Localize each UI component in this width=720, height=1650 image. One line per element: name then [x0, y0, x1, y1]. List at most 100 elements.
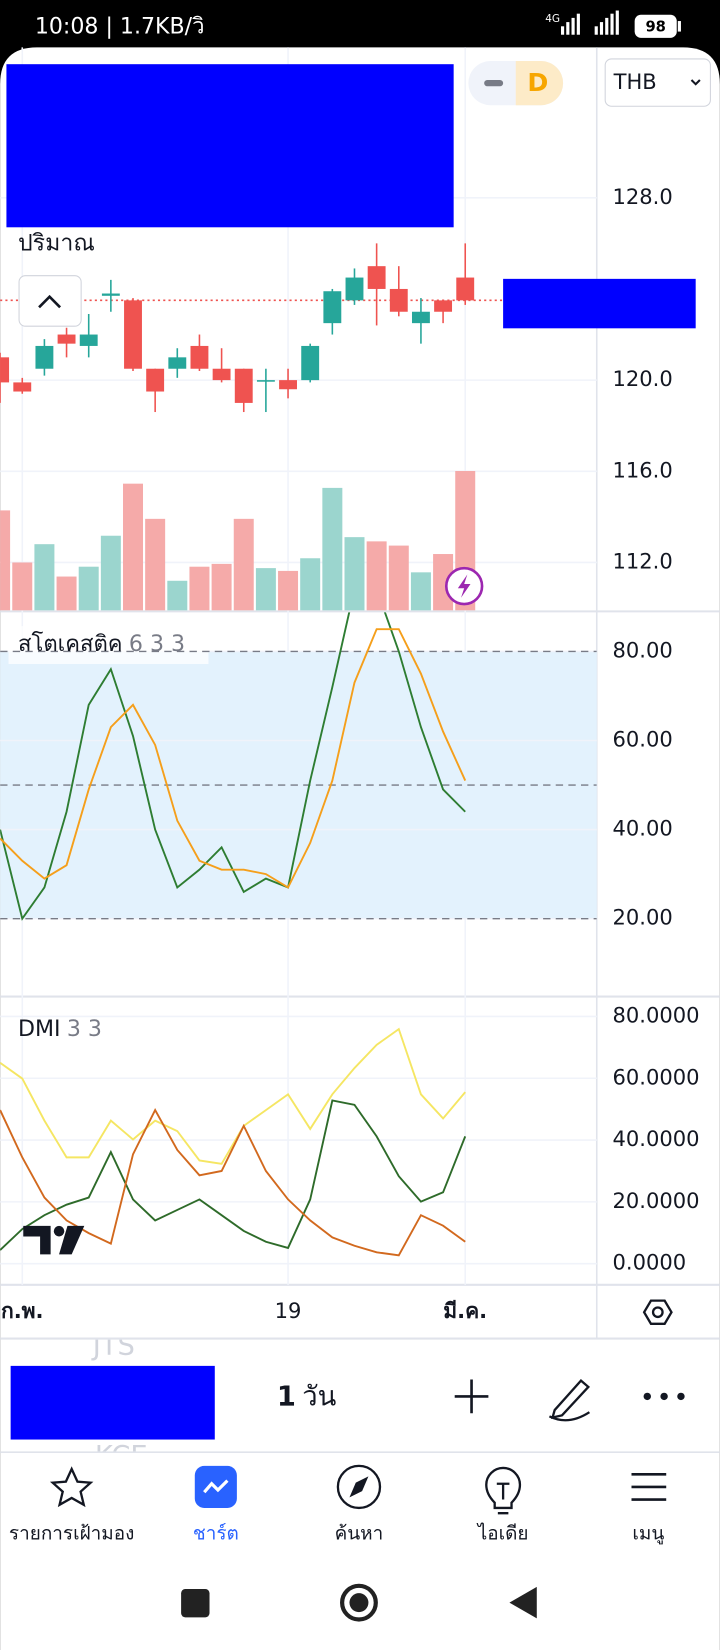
candle-body	[279, 380, 297, 390]
volume-bar	[56, 576, 77, 611]
add-icon[interactable]	[454, 1379, 489, 1414]
nav-label[interactable]: เมนู	[632, 1523, 664, 1545]
time-label: มี.ค.	[443, 1298, 487, 1323]
y-tick-label: 80.0000	[613, 1002, 700, 1027]
price-pane	[0, 243, 597, 611]
watchlist-icon[interactable]	[49, 1466, 94, 1508]
indicator-params: 6 3 3	[129, 631, 185, 657]
volume-bar	[255, 568, 276, 611]
y-tick-label: 0.0000	[613, 1250, 687, 1275]
volume-bar	[78, 566, 99, 611]
candle-body	[234, 368, 253, 403]
candle-body	[389, 288, 408, 312]
network-type: 4G	[545, 13, 560, 25]
candle-body	[345, 277, 364, 301]
nav-label[interactable]: ไอเดีย	[476, 1523, 529, 1545]
collapse-icon	[38, 294, 62, 309]
interval-unit: วัน	[302, 1381, 336, 1412]
volume-bar	[322, 487, 343, 611]
battery-level: 98	[645, 18, 665, 35]
volume-bar	[0, 510, 11, 611]
toggle-minus	[484, 79, 504, 87]
volume-bar	[189, 566, 210, 611]
status-time: 10:08 | 1.7KB/วิ	[35, 13, 205, 39]
nav-label[interactable]: ค้นหา	[335, 1523, 384, 1545]
search-icon[interactable]	[336, 1464, 382, 1510]
volume-bar	[366, 541, 387, 611]
volume-bar	[410, 572, 431, 611]
candle-body	[190, 345, 209, 369]
candle-body	[411, 311, 430, 324]
candle-body	[168, 357, 187, 369]
draw-icon[interactable]	[548, 1378, 591, 1422]
interval-button[interactable]: 1 วัน	[277, 1381, 337, 1412]
redaction	[10, 1365, 215, 1440]
menu-icon[interactable]	[631, 1472, 667, 1501]
y-tick-label: 112.0	[613, 548, 673, 573]
indicator-name: สโตเคสติค	[18, 631, 123, 657]
signal-icon	[560, 10, 619, 35]
y-tick-label: 80.00	[613, 637, 673, 662]
volume-bar	[344, 537, 365, 611]
more-icon[interactable]	[643, 1392, 685, 1401]
volume-label: ปริมาณ	[18, 231, 95, 257]
redaction	[503, 278, 696, 329]
ideas-icon[interactable]	[485, 1466, 522, 1515]
indicator-line	[0, 628, 467, 889]
indicator-params: 3 3	[67, 1016, 102, 1042]
y-tick-label: 116.0	[613, 457, 673, 482]
y-tick-label: 60.00	[613, 726, 673, 751]
y-tick-label: 40.0000	[613, 1126, 700, 1151]
candle-body	[57, 334, 76, 344]
battery	[634, 14, 677, 38]
volume-bar	[278, 570, 299, 611]
label-backdrop	[8, 626, 209, 664]
currency-chevron	[690, 79, 701, 86]
candle-body	[0, 357, 10, 383]
currency-select[interactable]	[604, 58, 711, 107]
candle-body	[79, 334, 98, 346]
volume-bar	[233, 518, 254, 611]
ghost-symbol: JTS	[91, 1330, 135, 1361]
y-tick-label: 60.0000	[613, 1064, 700, 1089]
nav-label-active[interactable]: ชาร์ต	[193, 1523, 239, 1545]
toolbar-ghost: JTS KCE	[91, 1330, 148, 1453]
indicator-title: สโตเคสติค 6 3 3	[18, 631, 185, 657]
volume-bar	[211, 563, 232, 611]
interval-value: 1	[277, 1381, 296, 1412]
recents-button[interactable]	[181, 1588, 210, 1618]
indicator-title: DMI 3 3	[18, 1016, 102, 1042]
volume-bar	[34, 544, 55, 611]
candle-body	[212, 368, 231, 381]
time-label: 19	[275, 1298, 302, 1323]
candle-body	[323, 291, 342, 324]
candle-body	[146, 368, 165, 392]
candle-body	[35, 345, 54, 369]
nav-label[interactable]: รายการเฝ้ามอง	[9, 1523, 134, 1545]
candle-body	[434, 300, 453, 312]
axis-layer: ก.พ. 19 มี.ค. 128.0 120.0 116.0 112.0 80.00 60.0…	[1, 184, 700, 1323]
settings-icon[interactable]	[642, 1299, 673, 1325]
back-button[interactable]	[509, 1586, 537, 1619]
indicator-name: DMI	[18, 1016, 61, 1042]
volume-bar	[388, 545, 409, 611]
volume-bar	[123, 483, 144, 611]
event-bolt	[457, 574, 471, 598]
volume-bar	[145, 518, 166, 611]
candle-body	[456, 277, 475, 301]
time-label: ก.พ.	[1, 1298, 44, 1323]
collapse-button[interactable]	[18, 275, 82, 327]
chart-icon-line	[203, 1479, 229, 1494]
home-dot	[349, 1593, 369, 1613]
candle-body	[124, 300, 142, 369]
y-tick-label: 120.0	[613, 366, 673, 391]
logo	[23, 1225, 85, 1255]
y-tick-label: 128.0	[613, 184, 673, 209]
y-tick-label: 20.00	[613, 905, 673, 930]
home-button[interactable]	[340, 1583, 378, 1622]
candle-body	[256, 380, 275, 382]
y-tick-label: 20.0000	[613, 1188, 700, 1213]
interval-toggle-active	[515, 61, 564, 106]
